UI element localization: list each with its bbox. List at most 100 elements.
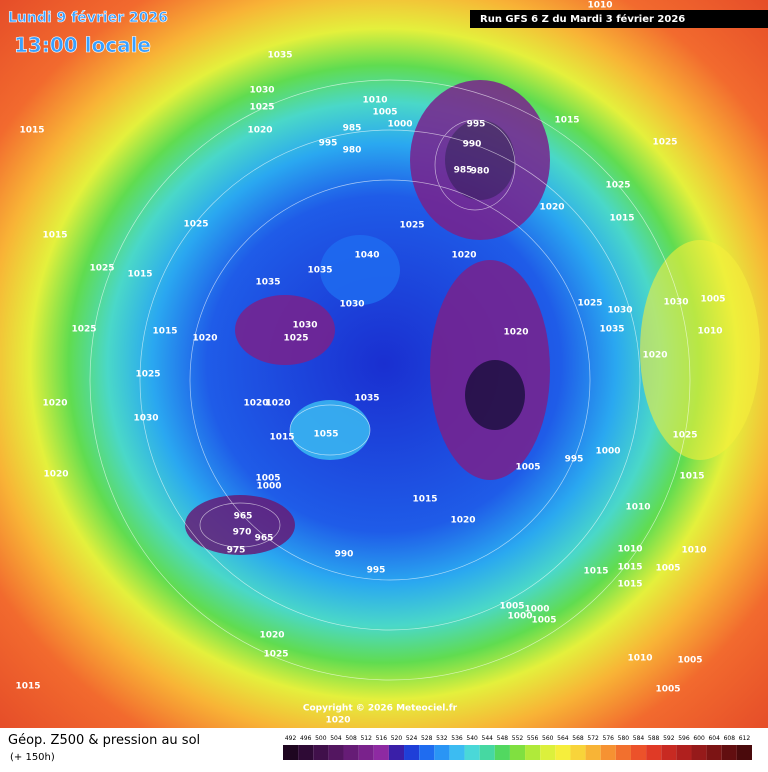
scale-label: 548 [497, 735, 509, 742]
pressure-label: 1025 [577, 299, 602, 309]
pressure-label: 1005 [372, 108, 397, 118]
pressure-label: 1015 [583, 567, 608, 577]
pressure-label: 1010 [617, 545, 642, 555]
pressure-label: 1020 [192, 334, 217, 344]
pressure-label: 995 [467, 120, 486, 130]
pressure-label: 1035 [599, 325, 624, 335]
pressure-label: 1005 [531, 616, 556, 626]
scale-label: 580 [618, 735, 630, 742]
pressure-label: 1025 [183, 220, 208, 230]
pressure-label: 1010 [627, 654, 652, 664]
pressure-label: 1005 [655, 564, 680, 574]
scale-swatch [419, 745, 435, 760]
pressure-label: 1015 [617, 580, 642, 590]
pressure-label: 1015 [42, 231, 67, 241]
pressure-label: 1015 [152, 327, 177, 337]
scale-label: 516 [376, 735, 388, 742]
pressure-label: 1015 [269, 433, 294, 443]
date: Lundi 9 février 2026 [8, 10, 168, 26]
pressure-label: 1015 [617, 563, 642, 573]
scale-swatch [676, 745, 692, 760]
scale-label: 504 [330, 735, 342, 742]
pressure-label: 1020 [450, 516, 475, 526]
scale-label: 568 [572, 735, 584, 742]
pressure-label: 1020 [42, 399, 67, 409]
color-scale: 492 496 500 504 508 512 516 520 524 528 532 536 540 5… [283, 735, 752, 760]
scale-label: 496 [300, 735, 312, 742]
pressure-label: 1005 [677, 656, 702, 666]
scale-swatch [706, 745, 722, 760]
height-field [185, 80, 760, 555]
scale-label: 588 [648, 735, 660, 742]
scale-swatch [449, 745, 465, 760]
scale-label: 552 [512, 735, 524, 742]
pressure-label: 1020 [539, 203, 564, 213]
copyright: Copyright © 2026 Meteociel.fr [303, 704, 458, 714]
scale-swatch [509, 745, 526, 760]
pressure-label: 1020 [325, 716, 350, 726]
pressure-label: 1020 [247, 126, 272, 136]
scale-swatch [736, 745, 752, 760]
pressure-labels: 1035103010251020101510101005100098599598… [15, 1, 725, 726]
pressure-label: 995 [367, 566, 386, 576]
pressure-label: 990 [463, 140, 482, 150]
pressure-label: 1000 [256, 482, 281, 492]
scale-label: 508 [345, 735, 357, 742]
scale-label: 544 [482, 735, 494, 742]
scale-label: 584 [633, 735, 645, 742]
pressure-label: 1020 [265, 399, 290, 409]
pressure-label: 1030 [339, 300, 364, 310]
scale-swatch [691, 745, 707, 760]
pressure-label: 1030 [292, 321, 317, 331]
map-background [0, 0, 768, 728]
pressure-label: 965 [255, 534, 274, 544]
pressure-label: 1020 [642, 351, 667, 361]
scale-swatch [358, 745, 374, 760]
pressure-label: 1010 [587, 1, 612, 11]
run: Run GFS 6 Z du Mardi 3 février 2026 [480, 13, 685, 25]
pressure-label: 1005 [499, 602, 524, 612]
pressure-label: 970 [233, 528, 252, 538]
pressure-label: 1025 [71, 325, 96, 335]
scale-swatch [388, 745, 405, 760]
footer-title: Géop. Z500 & pression au sol [8, 733, 200, 748]
pressure-label: 1035 [307, 266, 332, 276]
scale-label: 604 [708, 735, 720, 742]
pressure-label: 995 [319, 139, 338, 149]
pressure-label: 1010 [697, 327, 722, 337]
scale-swatch [646, 745, 662, 760]
scale-swatch [313, 745, 329, 760]
pressure-label: 1000 [507, 612, 532, 622]
scale-label: 536 [451, 735, 463, 742]
pressure-label: 1025 [249, 103, 274, 113]
scale-label: 564 [557, 735, 569, 742]
pressure-label: 965 [234, 512, 253, 522]
scale-label: 532 [436, 735, 448, 742]
pressure-label: 1025 [283, 334, 308, 344]
scale-label: 576 [603, 735, 615, 742]
pressure-label: 1025 [399, 221, 424, 231]
scale-swatch [464, 745, 480, 760]
pressure-label: 995 [565, 455, 584, 465]
scale-swatch [585, 745, 601, 760]
pressure-label: 1040 [354, 251, 379, 261]
pressure-label: 980 [471, 167, 490, 177]
pressure-label: 1000 [524, 605, 549, 615]
scale-label: 520 [391, 735, 403, 742]
scale-label: 560 [542, 735, 554, 742]
pressure-label: 1030 [249, 86, 274, 96]
scale-swatch [298, 745, 314, 760]
pressure-label: 1020 [259, 631, 284, 641]
scale-swatch [494, 745, 510, 760]
pressure-label: 1005 [515, 463, 540, 473]
pressure-label: 1005 [655, 685, 680, 695]
pressure-label: 1005 [255, 474, 280, 484]
pressure-label: 1025 [672, 431, 697, 441]
scale-swatch [434, 745, 450, 760]
pressure-label: 1010 [625, 503, 650, 513]
pressure-label: 1020 [243, 399, 268, 409]
scale-label: 572 [587, 735, 599, 742]
scale-label: 608 [724, 735, 736, 742]
scale-label: 540 [466, 735, 478, 742]
pressure-label: 1030 [663, 298, 688, 308]
